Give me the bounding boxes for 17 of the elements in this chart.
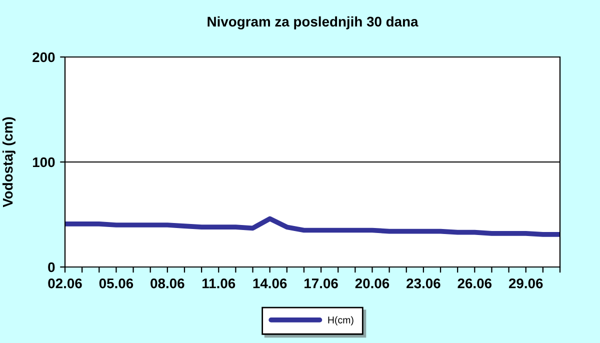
y-tick-label: 0 bbox=[48, 262, 55, 272]
x-tick-label: 11.06 bbox=[202, 278, 236, 288]
y-tick-label: 100 bbox=[32, 157, 55, 168]
y-tick-label: 200 bbox=[32, 52, 55, 62]
x-tick-label: 17.06 bbox=[304, 278, 338, 288]
line-series bbox=[65, 216, 560, 237]
x-tick-label: 14.06 bbox=[253, 278, 287, 288]
x-tick-label: 05.06 bbox=[99, 278, 134, 288]
x-tick-label: 23.06 bbox=[406, 278, 440, 288]
x-tick-label: 20.06 bbox=[355, 278, 390, 288]
x-tick-label: 26.06 bbox=[458, 278, 492, 288]
chart-title: Nivogram za poslednjih 30 dana bbox=[208, 16, 418, 30]
x-tick-label: 08.06 bbox=[150, 278, 184, 288]
x-tick-label: 02.06 bbox=[48, 278, 82, 288]
text: H(cm) bbox=[328, 316, 354, 326]
x-tick-label: 29.06 bbox=[508, 278, 543, 288]
y-axis-title: Vodostaj (cm) bbox=[2, 117, 16, 208]
